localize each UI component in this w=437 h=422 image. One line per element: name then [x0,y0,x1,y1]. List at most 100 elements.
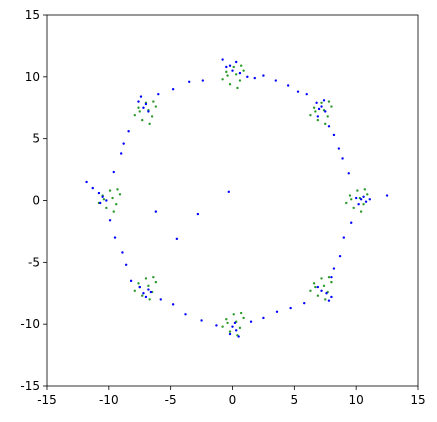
x-tick-label: -15 [37,393,57,407]
point [231,69,234,72]
point [242,316,245,320]
point [320,289,323,292]
point [235,329,238,332]
point [129,279,133,283]
point [148,298,151,301]
point [239,311,243,315]
point [105,206,108,210]
y-tick-label: 5 [32,132,40,146]
point [221,78,224,81]
point [91,186,94,190]
y-tick-label: 15 [25,8,40,22]
point [115,203,118,206]
point [327,100,331,103]
point [359,210,363,213]
point [137,106,140,109]
point [337,147,341,150]
point [122,142,125,145]
point [325,292,328,295]
point [171,88,175,91]
point [330,295,333,299]
point [354,196,358,200]
point [322,99,326,102]
point [324,122,327,126]
point [332,267,336,270]
point [314,110,317,113]
point [154,105,158,108]
point [85,180,88,184]
point [356,189,359,192]
point [127,130,130,133]
point [345,201,348,205]
x-tick-label: -5 [165,393,177,407]
point [120,152,123,155]
point [232,313,235,316]
point [327,125,331,128]
point [246,75,249,79]
point [112,170,115,174]
point [138,110,141,113]
y-tick-label: 0 [32,194,40,208]
point [362,195,365,198]
point [341,157,344,160]
x-tick-label: 10 [349,393,364,407]
point [320,105,323,108]
point [144,102,148,106]
point [322,284,326,288]
point [330,275,333,279]
point [326,115,329,118]
point [232,65,235,69]
point [226,74,229,77]
point [324,298,327,301]
point [139,95,143,98]
point [253,76,256,80]
point [108,219,112,222]
point [366,193,369,196]
point [116,188,119,191]
point [231,325,234,328]
point [385,194,389,197]
point [237,335,240,338]
point [226,321,229,325]
point [124,263,128,267]
point [118,193,122,196]
point [309,113,312,117]
point [364,200,368,203]
point [144,295,148,299]
point [154,210,158,213]
point [142,106,145,109]
point [201,79,205,82]
point [296,90,300,93]
point [225,65,228,69]
point [362,203,365,206]
point [324,110,327,113]
point [309,289,312,292]
point [275,310,279,313]
point [147,284,150,288]
point [137,100,140,103]
point [242,69,245,72]
y-tick-label: -10 [20,317,40,331]
x-tick-label: 5 [291,393,299,407]
point [215,324,218,327]
point [227,190,230,194]
y-tick-label: -5 [28,255,40,269]
point [357,203,360,206]
point [359,198,363,201]
x-tick-label: -10 [99,393,119,407]
point [320,101,323,105]
point [363,188,367,191]
point [225,318,228,321]
point [225,70,228,74]
point [113,236,117,239]
point [228,83,232,86]
point [316,285,320,289]
point [305,92,308,96]
point [289,306,292,310]
point [112,210,115,213]
point [330,105,333,108]
point [238,326,242,330]
point [239,64,243,67]
point [352,206,355,210]
point [97,191,101,195]
